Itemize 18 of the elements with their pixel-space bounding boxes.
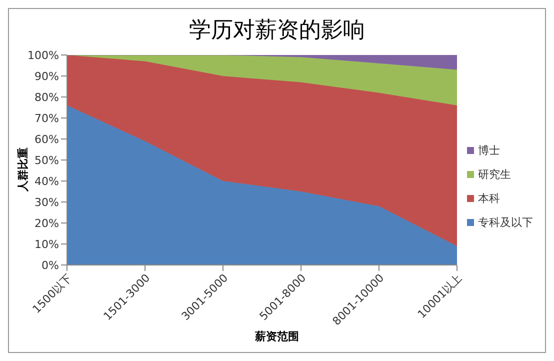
y-tick-label: 0% <box>42 258 59 272</box>
y-tick-label: 50% <box>34 154 59 167</box>
y-tick-label: 30% <box>34 196 59 209</box>
y-tick-label: 10% <box>34 238 59 251</box>
legend-label: 博士 <box>478 142 500 158</box>
y-tick-label: 80% <box>34 90 59 104</box>
x-axis-title: 薪资范围 <box>254 329 300 344</box>
chart-title: 学历对薪资的影响 <box>188 17 366 45</box>
legend-label: 研究生 <box>478 166 511 182</box>
y-tick-label: 20% <box>34 216 59 230</box>
y-tick-label: 100% <box>28 48 59 62</box>
legend-label: 本科 <box>478 190 500 206</box>
y-tick-label: 90% <box>34 70 59 83</box>
y-tick-label: 60% <box>34 132 59 146</box>
y-tick-label: 40% <box>34 174 59 188</box>
y-tick-label: 70% <box>34 112 59 125</box>
y-axis-title: 人群比重 <box>16 147 30 191</box>
legend-label: 专科及以下 <box>478 214 533 230</box>
